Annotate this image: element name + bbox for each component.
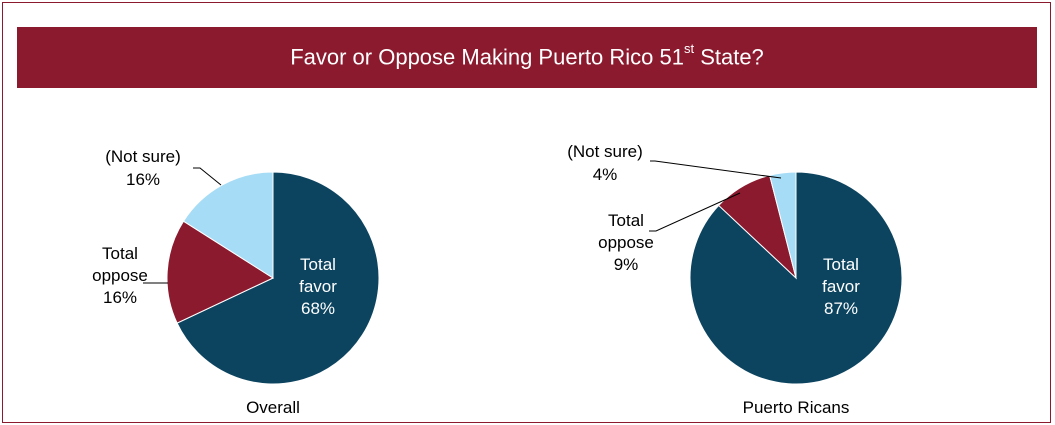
slice-label-total-favor-line2: 68% (301, 299, 335, 318)
slice-label-total-oppose-line0: Total (102, 244, 138, 263)
slice-label-total-favor-line2: 87% (824, 299, 858, 318)
slice-label-total-favor-line0: Total (300, 255, 336, 274)
slice-label-total-oppose-line0: Total (608, 211, 644, 230)
pie-title: Puerto Ricans (743, 398, 850, 417)
slice-label-not-sure-line1: 4% (593, 165, 618, 184)
pie-chart-puerto-ricans: Total favor 87% Total oppose 9% (Not sure) 4% Pu… (567, 142, 902, 417)
leader-line (650, 161, 781, 178)
slice-label-total-favor-line1: favor (822, 277, 860, 296)
slice-label-total-favor-line0: Total (823, 255, 859, 274)
slice-label-not-sure-line0: (Not sure) (567, 142, 643, 161)
slice-label-total-oppose-line1: oppose (92, 266, 148, 285)
slice-label-total-favor-line1: favor (299, 277, 337, 296)
slice-label-not-sure-line1: 16% (126, 170, 160, 189)
pie-title: Overall (246, 398, 300, 417)
slice-label-total-oppose-line2: 16% (103, 288, 137, 307)
slice-label-total-oppose-line1: oppose (598, 233, 654, 252)
pie-chart-overall: Total favor 68% Total oppose 16% (Not sure) 16%… (92, 147, 379, 417)
leader-line (193, 168, 221, 185)
slice-label-not-sure-line0: (Not sure) (105, 147, 181, 166)
slice-label-total-oppose-line2: 9% (614, 255, 639, 274)
